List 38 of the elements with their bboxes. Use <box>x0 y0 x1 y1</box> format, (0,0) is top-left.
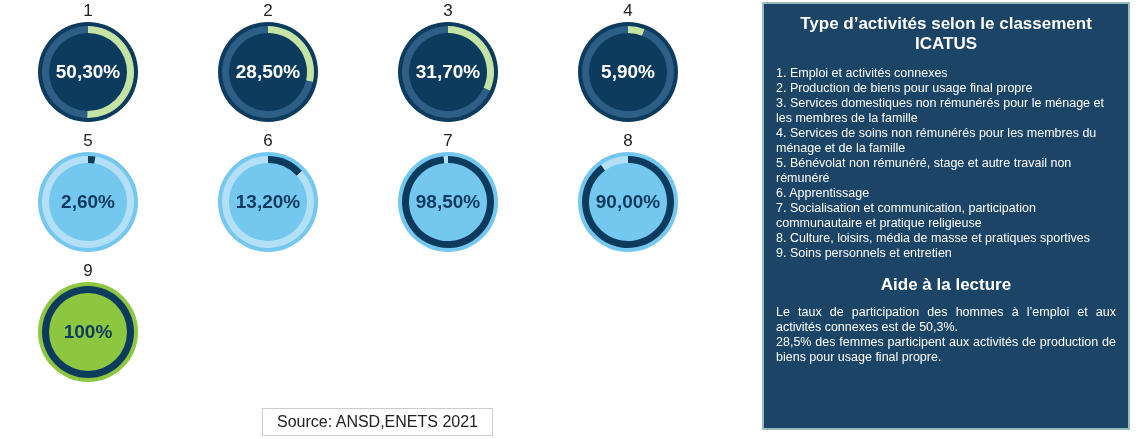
text: 28,5% des femmes participent aux activités de production de biens pour usage final propre. <box>776 335 1116 365</box>
data-label: 5,90% <box>601 61 656 82</box>
chart-title: 4 <box>623 1 633 20</box>
text: 3. Services domestiques non rémunérés pour le ménage et les membres de la famille <box>776 96 1105 126</box>
chart-title: 1 <box>83 1 93 20</box>
data-label: 100% <box>63 321 113 342</box>
data-label: 98,50% <box>415 191 481 212</box>
data-label: 50,30% <box>55 61 121 82</box>
donut-slice <box>88 156 96 164</box>
chart-title: 7 <box>443 131 453 150</box>
text: 2. Production de biens pour usage final propre <box>776 81 1034 96</box>
chart-title: 5 <box>83 131 93 150</box>
data-label: 2,60% <box>61 191 116 212</box>
chart-title: 2 <box>263 1 273 20</box>
text: Type d’activités selon le classement ICATUS <box>799 14 1093 54</box>
chart-title: 3 <box>443 1 453 20</box>
donut-slice <box>628 26 645 36</box>
text: 6. Apprentissage <box>776 186 871 201</box>
data-label: 28,50% <box>235 61 301 82</box>
text: 5. Bénévolat non rémunéré, stage et autre travail non rémunéré <box>776 156 1073 186</box>
data-label: 31,70% <box>415 61 481 82</box>
text: 4. Services de soins non rémunérés pour les membres du ménage et de la famille <box>776 126 1098 156</box>
donut-slice <box>600 156 628 171</box>
donut-slice <box>443 156 448 164</box>
donut-slice <box>402 26 490 118</box>
text: 8. Culture, loisirs, média de masse et pratiques sportives <box>776 231 1092 246</box>
source-note: Source: ANSD,ENETS 2021 <box>262 408 493 436</box>
text: Aide à la lecture <box>879 275 1013 295</box>
text: 9. Soins personnels et entretien <box>776 246 953 261</box>
chart-title: 9 <box>83 261 93 280</box>
data-label: 90,00% <box>595 191 661 212</box>
text: 7. Socialisation et communication, participation communautaire et pratique religieuse <box>776 201 1037 231</box>
text: 1. Emploi et activités connexes <box>776 66 949 81</box>
chart-title: 8 <box>623 131 633 150</box>
data-label: 13,20% <box>235 191 301 212</box>
donut-slice <box>268 156 302 176</box>
text: Le taux de participation des hommes à l’emploi et aux activités connexes est de 50,3%. <box>776 305 1116 335</box>
chart-title: 6 <box>263 131 273 150</box>
